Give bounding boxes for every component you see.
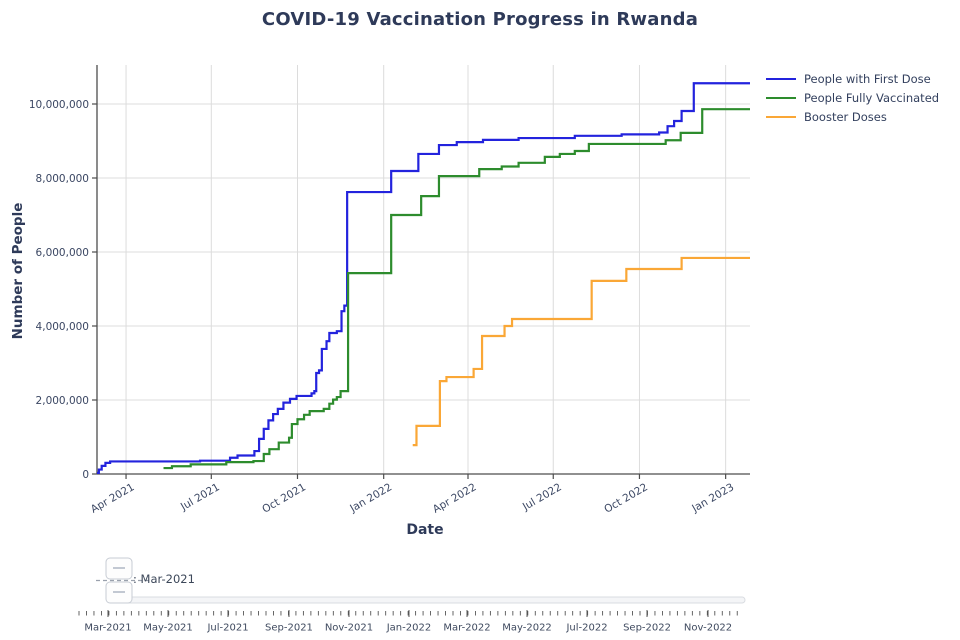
x-tick-label: Jan 2022 bbox=[347, 481, 394, 515]
slider-tick-label: Jul-2021 bbox=[206, 623, 248, 634]
legend-label: People Fully Vaccinated bbox=[804, 90, 940, 105]
x-tick-label: Jul 2022 bbox=[520, 481, 564, 513]
slider-tick-label: Nov-2021 bbox=[325, 623, 373, 634]
legend-line-swatch bbox=[766, 77, 796, 80]
slider-tick-label: May-2021 bbox=[143, 623, 193, 634]
x-tick-label: Jan 2023 bbox=[689, 481, 736, 515]
slider-tick-label: May-2022 bbox=[502, 623, 552, 634]
slider-tick-label: Jul-2022 bbox=[565, 623, 607, 634]
slider-tick-label: Sep-2021 bbox=[265, 623, 313, 634]
chart-title: COVID-19 Vaccination Progress in Rwanda bbox=[261, 9, 699, 30]
series-lines bbox=[97, 82, 750, 474]
y-tick-label: 10,000,000 bbox=[29, 99, 89, 111]
y-tick-label: 4,000,000 bbox=[36, 321, 89, 333]
y-tick-label: 2,000,000 bbox=[36, 395, 89, 407]
legend-item-people-with-first-dose: People with First Dose bbox=[766, 69, 939, 88]
slider-track[interactable] bbox=[119, 596, 746, 604]
legend-label: Booster Doses bbox=[804, 109, 887, 124]
slider-tick-label: Jan-2022 bbox=[386, 623, 431, 634]
legend-line-swatch bbox=[766, 96, 796, 99]
vaccination-line-chart: 0 2,000,000 4,000,000 6,000,000 8,000,000 10,… bbox=[29, 65, 750, 516]
slider-tick-label: Mar-2021 bbox=[84, 623, 131, 634]
slider-tick-label: Sep-2022 bbox=[623, 623, 671, 634]
legend-line-swatch bbox=[766, 115, 796, 118]
gridlines bbox=[97, 65, 750, 474]
x-tick-label: Jul 2021 bbox=[178, 481, 222, 513]
series-line-people-with-first-dose bbox=[97, 82, 750, 474]
x-tick-label: Apr 2021 bbox=[89, 481, 137, 516]
axes: 0 2,000,000 4,000,000 6,000,000 8,000,000 10,… bbox=[29, 65, 750, 516]
y-tick-label: 6,000,000 bbox=[36, 247, 89, 259]
slider-value-label: : Mar-2021 bbox=[133, 572, 195, 586]
date-slider: Mar-2021 May-2021 Jul-2021 Sep-2021 Nov-2021… bbox=[78, 557, 746, 634]
x-tick-label: Oct 2021 bbox=[260, 481, 308, 516]
series-line-people-fully-vaccinated bbox=[163, 108, 750, 470]
legend-label: People with First Dose bbox=[804, 71, 931, 86]
slider-tick-label: Mar-2022 bbox=[443, 623, 490, 634]
y-tick-label: 0 bbox=[82, 469, 89, 481]
y-tick-label: 8,000,000 bbox=[36, 173, 89, 185]
slider-ticks bbox=[78, 610, 738, 617]
legend-item-people-fully-vaccinated: People Fully Vaccinated bbox=[766, 88, 939, 107]
x-axis-label: Date bbox=[406, 522, 444, 538]
x-tick-label: Apr 2022 bbox=[431, 481, 479, 516]
series-line-booster-doses bbox=[412, 256, 750, 447]
slider-handle[interactable] bbox=[96, 557, 150, 604]
chart-legend: People with First Dose People Fully Vacci… bbox=[766, 69, 939, 126]
x-tick-label: Oct 2022 bbox=[602, 481, 650, 516]
slider-tick-label: Nov-2022 bbox=[684, 623, 732, 634]
legend-item-booster-doses: Booster Doses bbox=[766, 107, 939, 126]
